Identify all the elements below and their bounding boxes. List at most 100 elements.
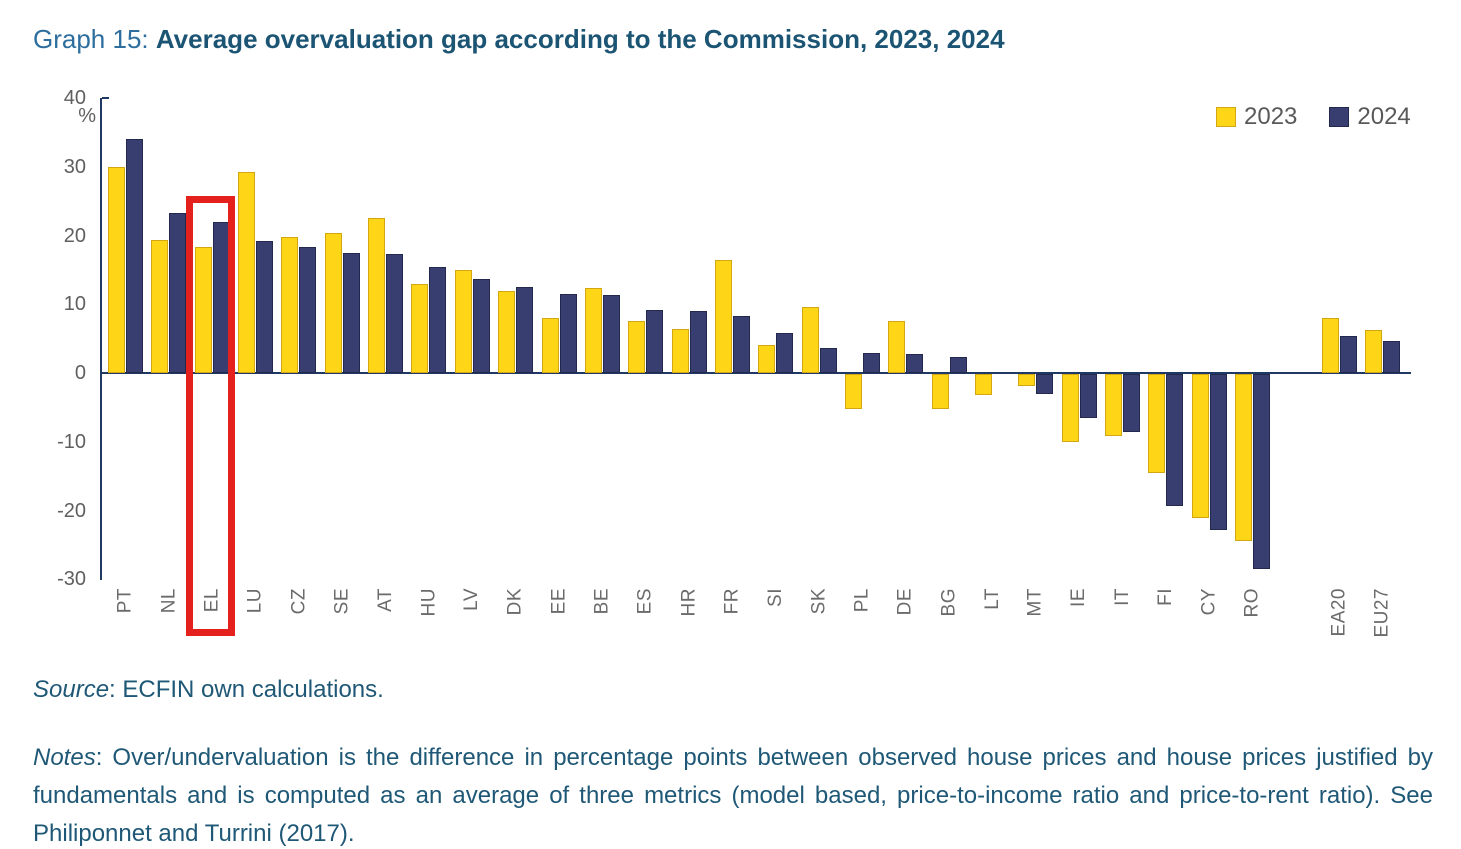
bar-2023-MT [1018,374,1036,386]
x-axis-label-DE: DE [894,588,916,616]
bar-2024-RO [1253,374,1271,570]
source-text: : ECFIN own calculations. [109,676,384,703]
bar-2023-PT [108,166,125,373]
bar-2024-DK [516,287,534,373]
bar-2024-SE [342,253,360,373]
bar-2023-LT [975,374,992,396]
y-axis-tick: 20 [63,224,86,247]
bar-2023-FI [1148,374,1166,473]
bar-2023-RO [1235,374,1253,542]
bar-2023-DK [498,290,516,373]
x-axis-label-NL: NL [157,588,179,614]
bar-2024-BE [602,295,620,373]
bar-2023-BE [584,287,602,373]
bar-2024-IE [1079,374,1097,418]
x-axis-line [100,372,1411,374]
x-axis-label-FI: FI [1154,588,1176,606]
bar-2023-SI [758,344,776,373]
bar-2024-EU27 [1383,340,1401,373]
x-axis-label-SK: SK [808,588,830,615]
bar-2023-FR [714,260,732,373]
bar-2024-IT [1123,374,1141,432]
x-axis-label-CY: CY [1198,588,1220,616]
y-axis-tick: 40 [63,87,86,109]
bar-2024-BG [949,356,967,373]
bar-2024-PL [862,353,880,373]
bar-2023-EA20 [1321,318,1339,373]
bar-2023-LU [238,172,256,373]
bar-2023-ES [628,320,646,373]
x-axis-label-HU: HU [417,588,439,617]
x-axis-label-MT: MT [1024,588,1046,617]
bar-2024-NL [169,212,187,373]
x-axis-label-AT: AT [374,588,396,612]
chart-title-prefix: Graph 15: [33,24,149,54]
bar-2023-DE [888,320,906,373]
bar-2024-LU [256,241,274,373]
bar-2023-PL [844,374,862,410]
legend-swatch-2023 [1216,107,1236,127]
bar-2023-IT [1105,374,1123,436]
bar-2023-SE [324,233,342,373]
bar-2024-FI [1166,374,1184,506]
legend-item-2023: 2023 [1216,103,1297,131]
bar-2024-EE [559,293,577,373]
legend-swatch-2024 [1329,107,1350,127]
x-axis-label-IE: IE [1068,588,1090,607]
y-axis-tick-mark [102,97,109,99]
bar-2023-CY [1191,374,1209,519]
x-axis-label-DK: DK [504,588,526,616]
x-axis-label-SI: SI [764,588,786,607]
bar-2024-DE [906,353,924,373]
x-axis-label-LT: LT [981,588,1003,610]
bar-2023-NL [151,240,169,373]
bar-2024-AT [386,254,404,373]
legend-item-2024: 2024 [1329,103,1411,131]
x-axis-label-FR: FR [721,588,743,615]
bar-2023-CZ [281,236,299,373]
x-axis-label-IT: IT [1111,588,1133,606]
x-axis-label-PL: PL [851,588,873,613]
bar-2023-HR [671,329,689,373]
bar-2024-HU [429,267,447,373]
notes-text: : Over/undervaluation is the difference … [33,744,1433,847]
x-axis-label-LU: LU [244,588,266,614]
bar-2024-PT [126,139,143,373]
bar-2024-SK [819,348,837,373]
x-axis-label-EU27: EU27 [1371,588,1393,638]
y-axis-tick: -30 [57,568,86,591]
bar-2024-SI [776,333,794,373]
y-axis-unit-label: % [78,105,96,127]
bar-2023-LV [454,269,472,373]
chart-title-main: Average overvaluation gap according to t… [155,24,1005,54]
x-axis-label-BG: BG [938,588,960,617]
x-axis-label-CZ: CZ [287,588,309,615]
bar-2023-EE [541,318,559,373]
bar-2023-AT [368,217,386,373]
bar-2023-BG [931,374,949,410]
highlight-box-el [185,196,235,636]
bar-2024-LV [472,278,490,373]
chart-title: Graph 15: Average overvaluation gap acco… [33,24,1005,55]
source-line: Source: ECFIN own calculations. [33,676,384,704]
y-axis-tick: 0 [74,362,86,384]
bar-2024-HR [689,311,707,373]
bar-2023-IE [1061,374,1079,443]
y-axis-line [100,98,102,580]
x-axis-label-HR: HR [678,588,700,617]
bar-2024-FR [732,315,750,373]
bar-2024-ES [646,310,664,373]
x-axis-label-EA20: EA20 [1328,588,1350,637]
y-axis-tick: -10 [57,430,86,453]
source-label: Source [33,676,110,703]
x-axis-label-EE: EE [548,588,569,615]
x-axis-label-BE: BE [591,588,613,615]
bar-2023-SK [801,307,819,373]
notes-paragraph: Notes: Over/undervaluation is the differ… [33,739,1433,849]
y-axis-tick: 30 [63,155,86,178]
bar-2024-MT [1036,374,1054,394]
y-axis-tick: 10 [63,293,86,316]
bar-2023-EL [194,247,212,373]
